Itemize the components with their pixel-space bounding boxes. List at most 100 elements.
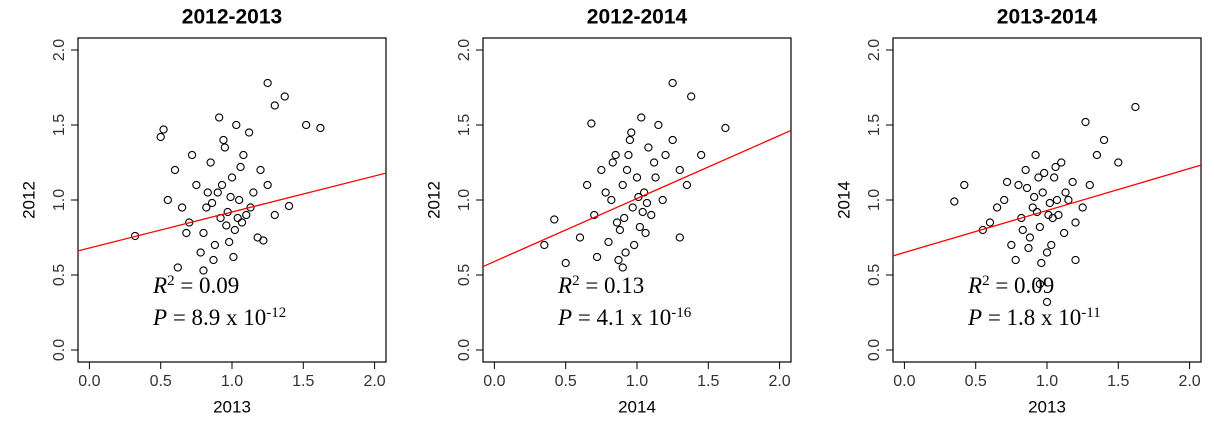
y-axis-label: 2014	[834, 181, 853, 219]
data-point	[622, 165, 632, 175]
data-point	[1028, 203, 1037, 212]
y-tick-label: 1.0	[866, 189, 883, 211]
data-point	[226, 192, 235, 202]
data-point	[199, 266, 208, 275]
data-point	[627, 128, 636, 137]
data-point	[575, 233, 585, 242]
data-point	[1002, 177, 1012, 187]
data-point	[687, 92, 696, 101]
y-tick-label: 0.0	[51, 339, 68, 361]
data-point	[620, 213, 629, 223]
data-point	[637, 113, 646, 122]
data-point	[1071, 218, 1080, 227]
data-point	[1035, 222, 1045, 232]
x-tick-label: 2.0	[768, 373, 790, 390]
data-point	[199, 228, 208, 238]
data-point	[1059, 228, 1069, 238]
data-point	[654, 120, 663, 130]
annotation-part: R	[967, 273, 982, 298]
data-point	[1085, 180, 1094, 190]
annotation-part: = 0.13	[580, 273, 645, 298]
data-point	[207, 198, 217, 208]
y-tick-label: 0.5	[456, 264, 473, 286]
data-point	[156, 132, 165, 142]
data-point	[263, 180, 272, 190]
y-axis-label: 2012	[19, 181, 38, 219]
data-point	[1057, 158, 1066, 167]
data-point	[624, 150, 633, 160]
data-point	[675, 165, 684, 175]
data-point	[206, 158, 215, 167]
data-point	[1114, 158, 1123, 167]
data-point	[1099, 135, 1109, 145]
data-point	[233, 213, 242, 223]
annotation-part: 2	[167, 273, 175, 289]
data-point	[1018, 225, 1027, 235]
data-point	[992, 203, 1002, 212]
data-point	[1068, 177, 1077, 187]
data-point	[635, 222, 645, 232]
data-point	[182, 228, 191, 238]
data-point	[209, 255, 218, 265]
data-point	[642, 198, 652, 208]
data-point	[246, 203, 255, 212]
data-point	[256, 165, 265, 175]
data-point	[227, 173, 237, 182]
data-point	[316, 123, 325, 133]
data-point	[1064, 195, 1073, 205]
data-point	[173, 263, 182, 272]
data-point	[618, 180, 627, 190]
data-point	[625, 135, 635, 145]
annotation-part: -12	[266, 305, 286, 321]
x-tick-label: 0.0	[893, 373, 915, 390]
data-point	[960, 180, 969, 190]
data-point	[1042, 248, 1052, 257]
data-point	[634, 192, 643, 202]
data-point	[1039, 168, 1049, 178]
data-point	[597, 165, 606, 175]
data-point	[263, 78, 272, 88]
data-point	[1031, 150, 1040, 160]
data-point	[1049, 173, 1059, 182]
data-point	[1042, 297, 1052, 307]
annotation-part: P	[557, 305, 572, 330]
panel: 2013-2014 0.0 0.5 1.0 1.5 2.0 0.0 0.5 1.0 1.5 2.0 2…	[834, 6, 1202, 416]
data-point	[1047, 240, 1056, 250]
data-point	[1131, 102, 1140, 112]
data-point	[224, 237, 234, 247]
x-tick-label: 2.0	[1178, 373, 1200, 390]
x-axis-label: 2013	[213, 397, 251, 416]
data-point	[629, 240, 639, 250]
data-point	[1071, 255, 1080, 265]
data-point	[1078, 203, 1087, 212]
data-point	[253, 233, 262, 242]
data-point	[159, 125, 168, 134]
data-point	[301, 120, 311, 130]
x-tick-label: 1.5	[1107, 373, 1129, 390]
y-tick-label: 2.0	[51, 39, 68, 61]
data-point	[1000, 195, 1009, 205]
panel: 2012-2014 0.0 0.5 1.0 1.5 2.0 0.0 0.5 1.0 1.5 2.0 2…	[424, 6, 792, 416]
x-tick-label: 1.0	[1036, 373, 1058, 390]
data-point	[230, 225, 240, 235]
y-tick-label: 0.5	[866, 264, 883, 286]
data-point	[641, 228, 650, 238]
data-point	[651, 173, 660, 182]
y-tick-label: 0.5	[51, 264, 68, 286]
data-point	[215, 113, 224, 122]
data-point	[280, 92, 289, 101]
data-point	[601, 188, 610, 197]
x-tick-label: 0.5	[150, 373, 172, 390]
data-point	[639, 188, 649, 197]
y-tick-label: 1.0	[456, 189, 473, 211]
data-point	[177, 203, 187, 212]
data-point	[1061, 188, 1070, 197]
x-tick-label: 0.5	[965, 373, 987, 390]
annotation-part: R	[557, 273, 572, 298]
data-point	[1037, 258, 1046, 268]
data-point	[239, 150, 248, 160]
data-point	[234, 195, 244, 205]
annotation-part: = 4.1 x 10	[572, 305, 671, 330]
annotation: R2 = 0.09	[152, 273, 239, 298]
